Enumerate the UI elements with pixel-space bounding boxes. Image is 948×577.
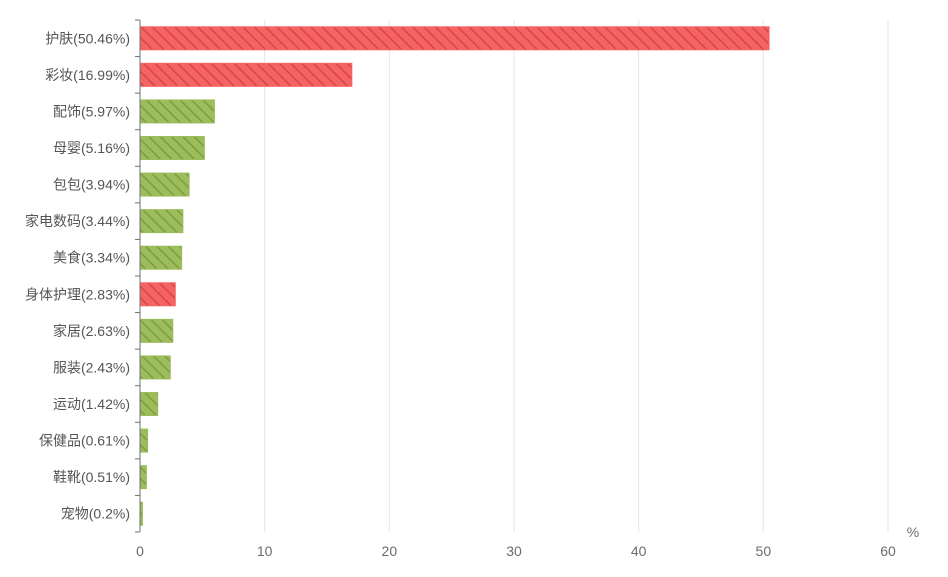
category-label: 配饰(5.97%) (53, 103, 130, 119)
x-tick-label: 40 (631, 543, 647, 559)
x-tick-label: 0 (136, 543, 144, 559)
category-label: 鞋靴(0.51%) (53, 469, 130, 485)
bar (139, 99, 215, 124)
bar (139, 136, 205, 160)
x-unit-label: % (907, 524, 919, 540)
bars (139, 26, 770, 526)
x-tick-label: 20 (382, 543, 398, 559)
x-tick-label: 50 (756, 543, 772, 559)
bar (139, 318, 174, 343)
category-label: 服装(2.43%) (53, 359, 130, 375)
bar (139, 26, 770, 51)
category-label: 运动(1.42%) (53, 396, 130, 412)
x-tick-label: 30 (506, 543, 522, 559)
x-tick-label: 10 (257, 543, 273, 559)
category-label: 美食(3.34%) (53, 250, 130, 266)
category-label: 身体护理(2.83%) (25, 286, 130, 302)
bar (139, 172, 190, 197)
bar (139, 209, 184, 234)
category-label: 保健品(0.61%) (39, 433, 130, 449)
bar (139, 465, 147, 490)
x-tick-labels: 0 10 20 30 40 50 60 (136, 543, 896, 559)
bar (139, 282, 176, 307)
bar (139, 355, 171, 380)
category-label: 护肤(50.46%) (45, 30, 130, 46)
bar (139, 392, 159, 416)
grid-lines (264, 20, 889, 532)
category-label: 彩妆(16.99%) (45, 67, 130, 83)
axes (135, 19, 141, 533)
category-label: 家居(2.63%) (53, 323, 130, 339)
category-label: 母婴(5.16%) (53, 140, 130, 156)
category-label: 家电数码(3.44%) (25, 213, 130, 229)
bar (139, 428, 149, 453)
x-tick-label: 60 (880, 543, 896, 559)
bar (139, 62, 353, 87)
bar (139, 245, 183, 270)
category-labels: 护肤(50.46%) 彩妆(16.99%) 配饰(5.97%) 母婴(5.16%) 包包… (25, 30, 130, 521)
category-label: 包包(3.94%) (53, 177, 130, 193)
category-label: 宠物(0.2%) (61, 506, 130, 522)
